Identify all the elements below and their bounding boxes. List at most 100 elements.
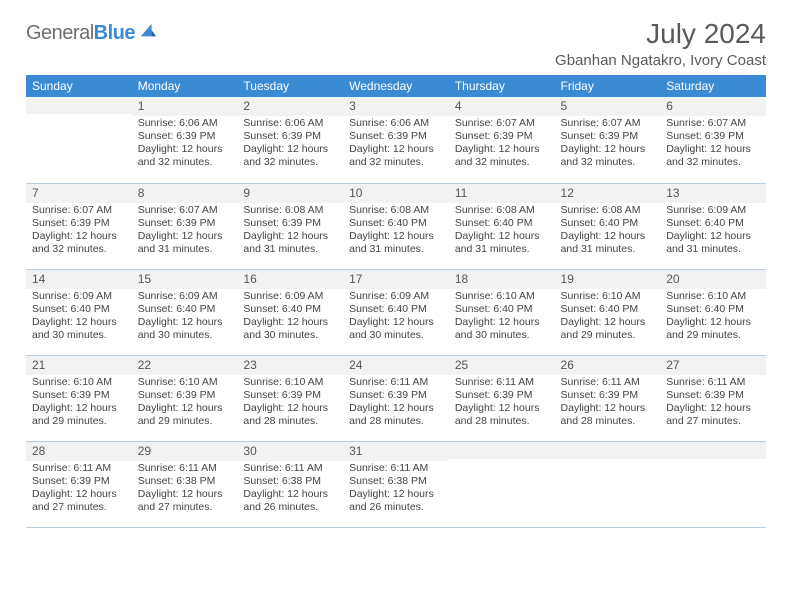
sunrise-line: Sunrise: 6:11 AM: [243, 462, 337, 475]
day-details: Sunrise: 6:07 AMSunset: 6:39 PMDaylight:…: [660, 117, 766, 172]
daylight-line: Daylight: 12 hours and 29 minutes.: [666, 316, 760, 342]
daylight-line: Daylight: 12 hours and 30 minutes.: [455, 316, 549, 342]
sunset-line: Sunset: 6:39 PM: [349, 130, 443, 143]
calendar-cell: 21Sunrise: 6:10 AMSunset: 6:39 PMDayligh…: [26, 355, 132, 441]
calendar-cell: 6Sunrise: 6:07 AMSunset: 6:39 PMDaylight…: [660, 97, 766, 183]
day-details: Sunrise: 6:08 AMSunset: 6:40 PMDaylight:…: [555, 204, 661, 259]
day-number: 26: [555, 356, 661, 375]
calendar-week-row: 21Sunrise: 6:10 AMSunset: 6:39 PMDayligh…: [26, 355, 766, 441]
day-number: 13: [660, 184, 766, 203]
day-details: Sunrise: 6:09 AMSunset: 6:40 PMDaylight:…: [660, 204, 766, 259]
calendar-cell: 12Sunrise: 6:08 AMSunset: 6:40 PMDayligh…: [555, 183, 661, 269]
sunset-line: Sunset: 6:40 PM: [561, 217, 655, 230]
daylight-line: Daylight: 12 hours and 28 minutes.: [243, 402, 337, 428]
day-number: 17: [343, 270, 449, 289]
day-number: 18: [449, 270, 555, 289]
calendar-header-row: SundayMondayTuesdayWednesdayThursdayFrid…: [26, 75, 766, 97]
sunset-line: Sunset: 6:39 PM: [32, 217, 126, 230]
daylight-line: Daylight: 12 hours and 29 minutes.: [561, 316, 655, 342]
day-number: 9: [237, 184, 343, 203]
calendar-cell: [555, 441, 661, 527]
sunset-line: Sunset: 6:39 PM: [455, 130, 549, 143]
daylight-line: Daylight: 12 hours and 31 minutes.: [561, 230, 655, 256]
calendar-cell: 13Sunrise: 6:09 AMSunset: 6:40 PMDayligh…: [660, 183, 766, 269]
day-number: [26, 97, 132, 114]
daylight-line: Daylight: 12 hours and 28 minutes.: [561, 402, 655, 428]
calendar-cell: 31Sunrise: 6:11 AMSunset: 6:38 PMDayligh…: [343, 441, 449, 527]
sunrise-line: Sunrise: 6:09 AM: [138, 290, 232, 303]
calendar-cell: 11Sunrise: 6:08 AMSunset: 6:40 PMDayligh…: [449, 183, 555, 269]
sunrise-line: Sunrise: 6:10 AM: [666, 290, 760, 303]
calendar-cell: 2Sunrise: 6:06 AMSunset: 6:39 PMDaylight…: [237, 97, 343, 183]
day-number: 16: [237, 270, 343, 289]
day-details: Sunrise: 6:09 AMSunset: 6:40 PMDaylight:…: [343, 290, 449, 345]
calendar-cell: 19Sunrise: 6:10 AMSunset: 6:40 PMDayligh…: [555, 269, 661, 355]
daylight-line: Daylight: 12 hours and 28 minutes.: [349, 402, 443, 428]
day-number: 15: [132, 270, 238, 289]
calendar-cell: [26, 97, 132, 183]
calendar-cell: 9Sunrise: 6:08 AMSunset: 6:39 PMDaylight…: [237, 183, 343, 269]
day-number: 30: [237, 442, 343, 461]
sunrise-line: Sunrise: 6:06 AM: [349, 117, 443, 130]
calendar-week-row: 7Sunrise: 6:07 AMSunset: 6:39 PMDaylight…: [26, 183, 766, 269]
calendar-cell: 17Sunrise: 6:09 AMSunset: 6:40 PMDayligh…: [343, 269, 449, 355]
sunset-line: Sunset: 6:39 PM: [138, 130, 232, 143]
day-number: 11: [449, 184, 555, 203]
sunset-line: Sunset: 6:40 PM: [561, 303, 655, 316]
day-number: 24: [343, 356, 449, 375]
brand-part2: Blue: [94, 22, 135, 44]
sunrise-line: Sunrise: 6:09 AM: [243, 290, 337, 303]
daylight-line: Daylight: 12 hours and 32 minutes.: [666, 143, 760, 169]
weekday-header: Sunday: [26, 75, 132, 97]
calendar-cell: 8Sunrise: 6:07 AMSunset: 6:39 PMDaylight…: [132, 183, 238, 269]
sunset-line: Sunset: 6:39 PM: [666, 389, 760, 402]
day-details: Sunrise: 6:11 AMSunset: 6:38 PMDaylight:…: [343, 462, 449, 517]
sunrise-line: Sunrise: 6:11 AM: [349, 376, 443, 389]
calendar-cell: 15Sunrise: 6:09 AMSunset: 6:40 PMDayligh…: [132, 269, 238, 355]
calendar-cell: 16Sunrise: 6:09 AMSunset: 6:40 PMDayligh…: [237, 269, 343, 355]
day-details: Sunrise: 6:11 AMSunset: 6:39 PMDaylight:…: [26, 462, 132, 517]
day-details: Sunrise: 6:07 AMSunset: 6:39 PMDaylight:…: [26, 204, 132, 259]
daylight-line: Daylight: 12 hours and 31 minutes.: [349, 230, 443, 256]
calendar-table: SundayMondayTuesdayWednesdayThursdayFrid…: [26, 75, 766, 528]
day-number: 21: [26, 356, 132, 375]
calendar-cell: 26Sunrise: 6:11 AMSunset: 6:39 PMDayligh…: [555, 355, 661, 441]
daylight-line: Daylight: 12 hours and 26 minutes.: [349, 488, 443, 514]
weekday-header: Wednesday: [343, 75, 449, 97]
sunset-line: Sunset: 6:40 PM: [349, 303, 443, 316]
day-number: 4: [449, 97, 555, 116]
daylight-line: Daylight: 12 hours and 30 minutes.: [32, 316, 126, 342]
day-details: Sunrise: 6:07 AMSunset: 6:39 PMDaylight:…: [449, 117, 555, 172]
sunrise-line: Sunrise: 6:11 AM: [349, 462, 443, 475]
day-details: Sunrise: 6:07 AMSunset: 6:39 PMDaylight:…: [555, 117, 661, 172]
daylight-line: Daylight: 12 hours and 27 minutes.: [32, 488, 126, 514]
day-details: Sunrise: 6:11 AMSunset: 6:39 PMDaylight:…: [343, 376, 449, 431]
brand-logo: GeneralBlue: [26, 18, 157, 45]
calendar-cell: 24Sunrise: 6:11 AMSunset: 6:39 PMDayligh…: [343, 355, 449, 441]
calendar-cell: 1Sunrise: 6:06 AMSunset: 6:39 PMDaylight…: [132, 97, 238, 183]
daylight-line: Daylight: 12 hours and 32 minutes.: [243, 143, 337, 169]
day-details: Sunrise: 6:09 AMSunset: 6:40 PMDaylight:…: [237, 290, 343, 345]
sunset-line: Sunset: 6:40 PM: [349, 217, 443, 230]
day-number: 5: [555, 97, 661, 116]
location-text: Gbanhan Ngatakro, Ivory Coast: [555, 52, 766, 69]
day-number: [449, 442, 555, 459]
calendar-cell: 18Sunrise: 6:10 AMSunset: 6:40 PMDayligh…: [449, 269, 555, 355]
day-number: 8: [132, 184, 238, 203]
day-details: Sunrise: 6:08 AMSunset: 6:40 PMDaylight:…: [449, 204, 555, 259]
calendar-cell: 14Sunrise: 6:09 AMSunset: 6:40 PMDayligh…: [26, 269, 132, 355]
day-details: Sunrise: 6:10 AMSunset: 6:40 PMDaylight:…: [660, 290, 766, 345]
sunrise-line: Sunrise: 6:07 AM: [455, 117, 549, 130]
sunrise-line: Sunrise: 6:08 AM: [349, 204, 443, 217]
sunrise-line: Sunrise: 6:10 AM: [32, 376, 126, 389]
day-number: 29: [132, 442, 238, 461]
day-details: Sunrise: 6:08 AMSunset: 6:39 PMDaylight:…: [237, 204, 343, 259]
sunrise-line: Sunrise: 6:07 AM: [561, 117, 655, 130]
day-number: 3: [343, 97, 449, 116]
day-details: Sunrise: 6:11 AMSunset: 6:38 PMDaylight:…: [132, 462, 238, 517]
day-details: Sunrise: 6:09 AMSunset: 6:40 PMDaylight:…: [132, 290, 238, 345]
sunset-line: Sunset: 6:40 PM: [455, 217, 549, 230]
daylight-line: Daylight: 12 hours and 31 minutes.: [138, 230, 232, 256]
sunset-line: Sunset: 6:39 PM: [561, 389, 655, 402]
calendar-week-row: 1Sunrise: 6:06 AMSunset: 6:39 PMDaylight…: [26, 97, 766, 183]
